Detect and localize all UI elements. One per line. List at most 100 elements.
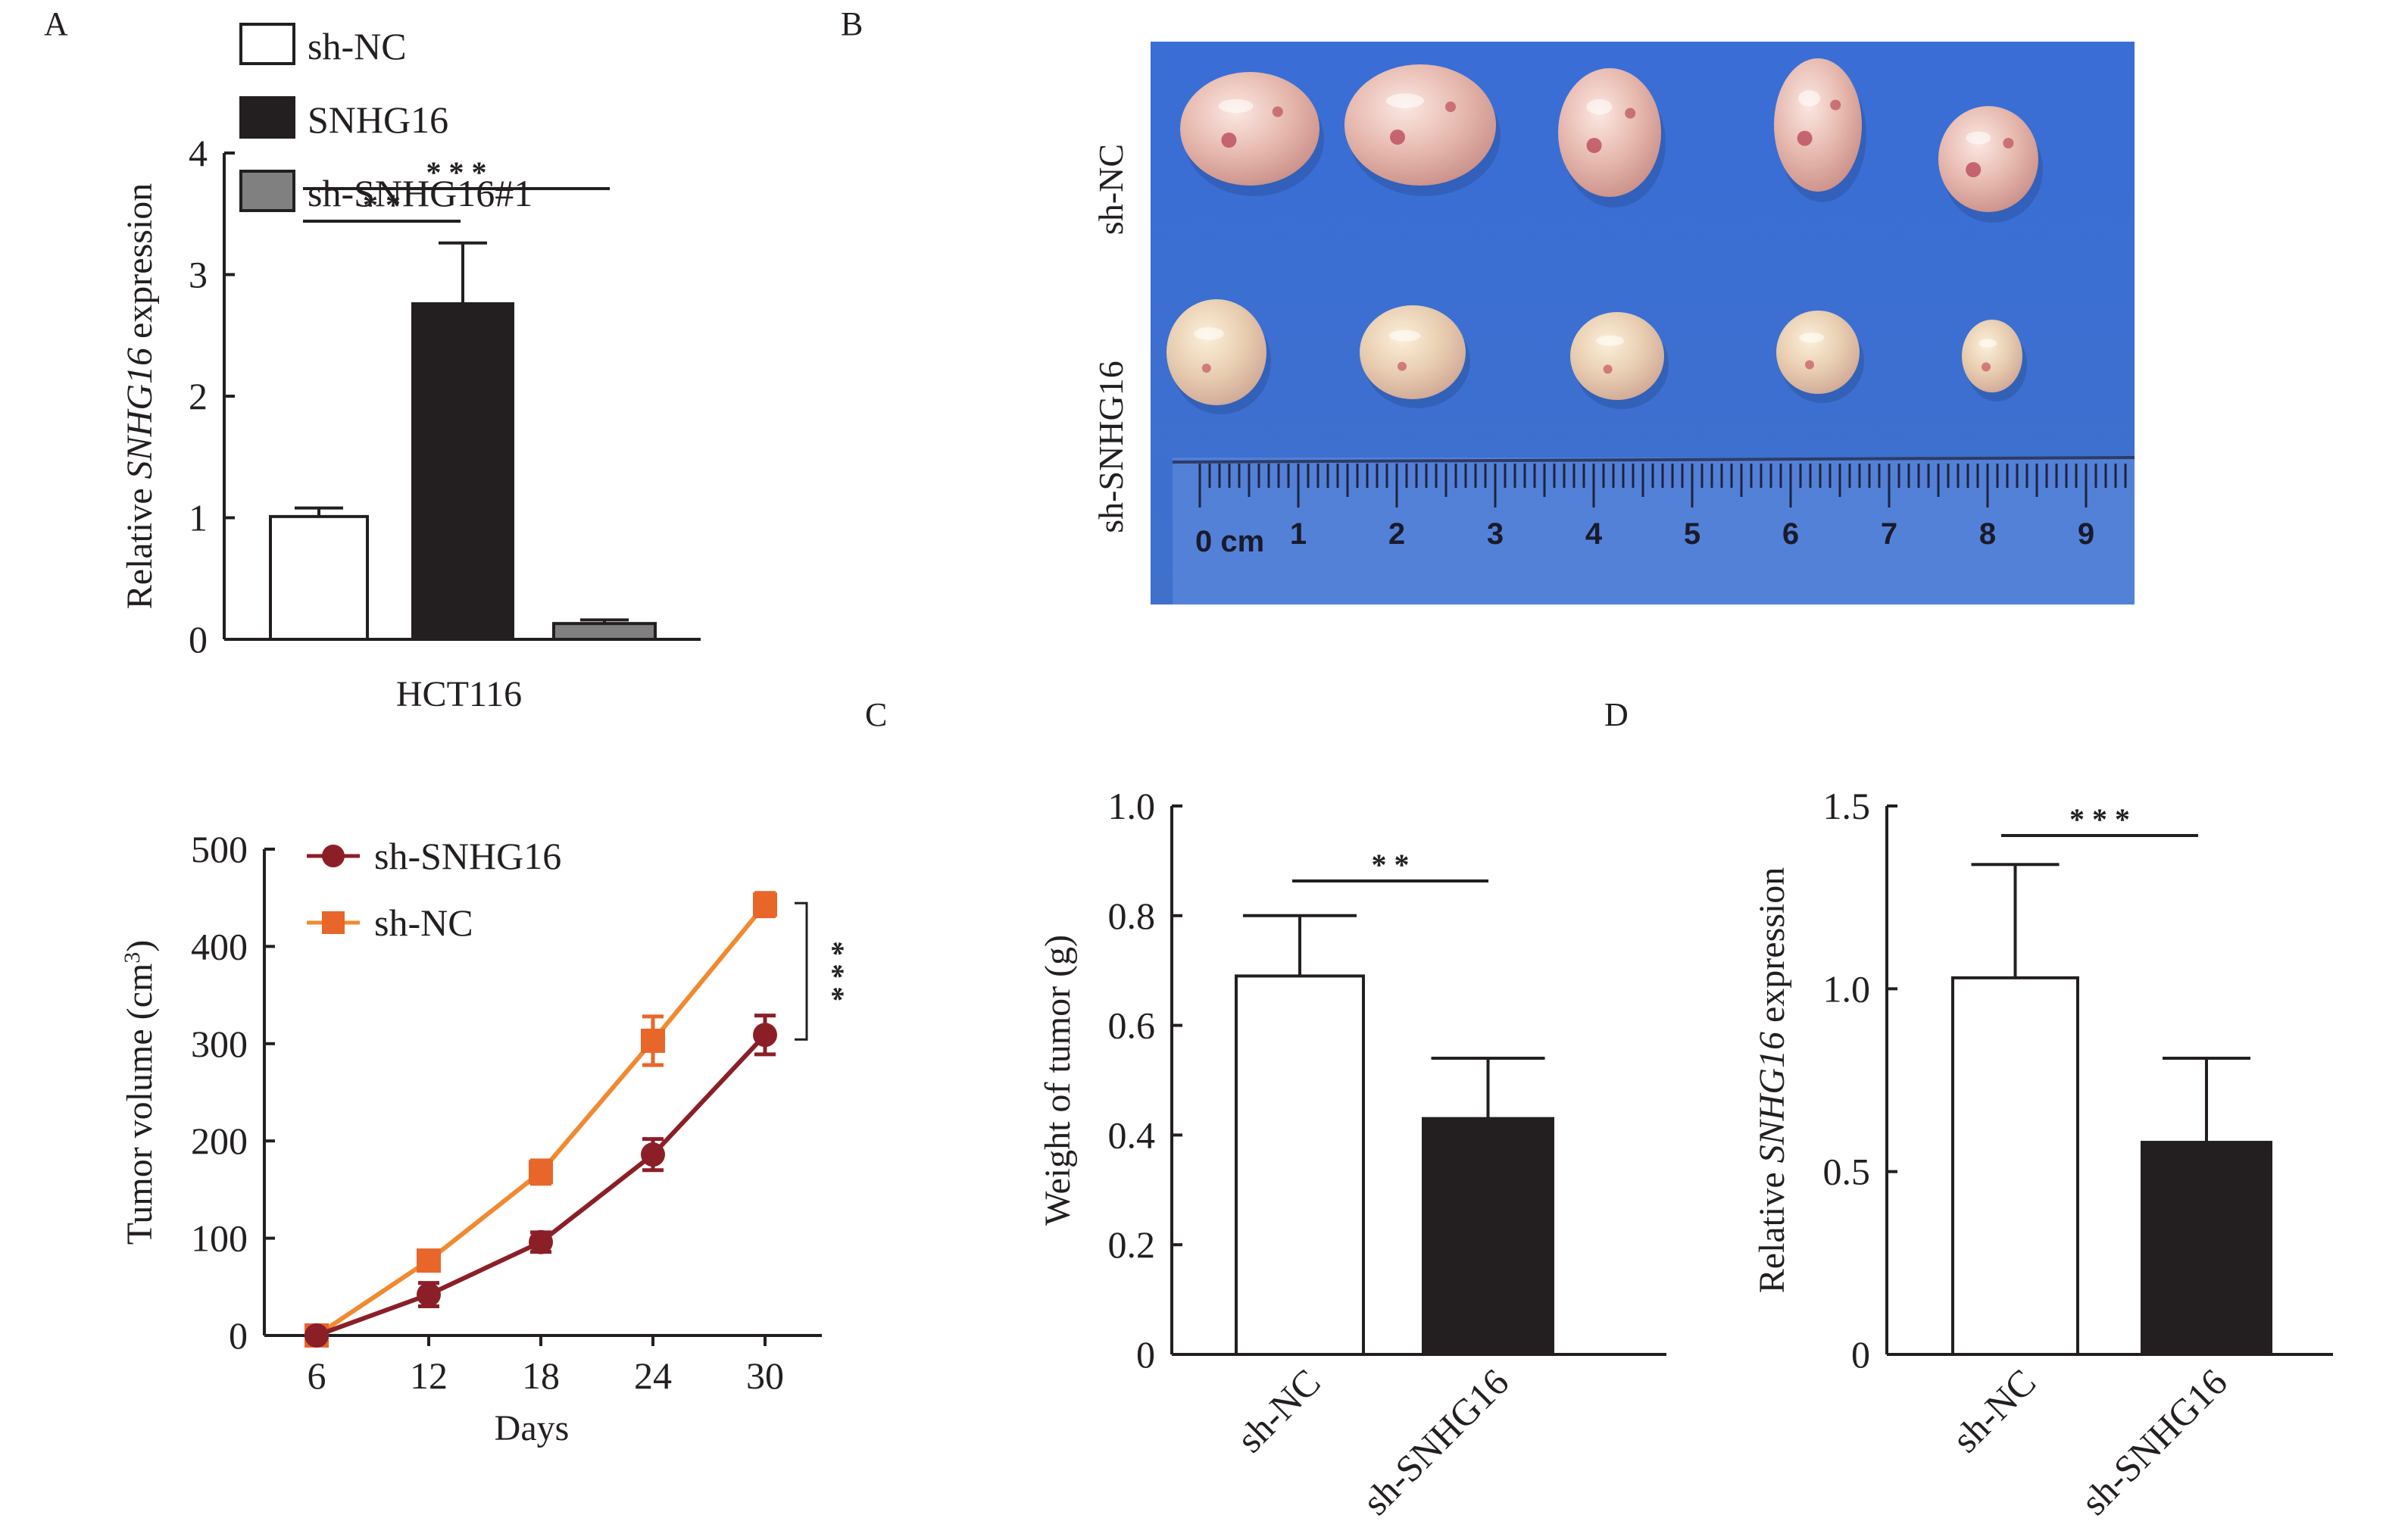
tumor-blood-spot — [1625, 108, 1636, 119]
y-tick-label: 0 — [229, 1314, 248, 1357]
y-axis-title: Tumor volume (cm3) — [120, 940, 161, 1245]
data-point-sh-nc — [753, 892, 777, 917]
x-tick-label: sh-NC — [1229, 1360, 1329, 1460]
x-tick-label: 12 — [410, 1354, 448, 1397]
data-point-sh-nc — [529, 1160, 553, 1185]
y-tick-label: 1.0 — [1108, 785, 1156, 827]
tumor-blood-spot — [1390, 130, 1405, 145]
x-axis-title: Days — [495, 1408, 570, 1448]
y-tick-label: 300 — [191, 1023, 248, 1065]
tumor-sh-nc-2 — [1344, 64, 1496, 186]
legend-swatch-sh-nc — [239, 23, 295, 65]
tumor-highlight — [1799, 333, 1825, 343]
legend-label: sh-NC — [374, 901, 473, 944]
y-tick-label: 0.6 — [1108, 1004, 1156, 1047]
data-point-sh-snhg16 — [753, 1023, 777, 1048]
tumor-highlight — [1596, 335, 1625, 346]
ruler-number-3: 3 — [1487, 517, 1504, 551]
y-tick-label: 0.4 — [1108, 1114, 1156, 1156]
y-tick-label: 4 — [189, 132, 208, 174]
ruler-unit-label: 0 cm — [1195, 525, 1264, 558]
tumor-sh-snhg16-3 — [1570, 312, 1664, 400]
y-tick-label: 400 — [191, 925, 248, 967]
y-axis-title: Weight of tumor (g) — [1038, 935, 1078, 1226]
bar-sh-nc — [1951, 976, 2079, 1357]
tumor-sh-snhg16-2 — [1360, 305, 1466, 399]
panel-letter-b: B — [841, 5, 863, 42]
tumor-blood-spot — [1830, 99, 1841, 111]
y-tick-label: 0.5 — [1823, 1151, 1871, 1193]
ruler-number-8: 8 — [1979, 517, 1996, 551]
tumor-blood-spot — [1586, 138, 1602, 153]
significance-label: * * — [363, 188, 401, 222]
legend-label: sh-NC — [308, 25, 407, 67]
panel-letter-a: A — [44, 5, 68, 42]
y-tick-label: 200 — [191, 1120, 248, 1162]
y-tick-label: 0.2 — [1108, 1223, 1156, 1266]
data-point-sh-snhg16 — [529, 1229, 553, 1254]
bar-sh-snhg16-1 — [552, 622, 657, 642]
tumor-highlight — [1388, 330, 1421, 342]
tumor-highlight — [1586, 98, 1613, 115]
tumor-sh-nc-3 — [1558, 68, 1661, 197]
tumor-highlight — [1218, 99, 1254, 113]
panel-d-chart: 0 0.5 1.0 1.5 sh-NC sh-SNHG16 * * * Relative SN… — [1752, 785, 2333, 1523]
data-point-sh-nc — [641, 1028, 665, 1053]
series-line-sh-nc — [315, 903, 767, 1338]
bar-snhg16 — [411, 302, 514, 641]
data-point-sh-snhg16 — [641, 1142, 665, 1167]
tumor-highlight — [1978, 339, 1997, 348]
ruler-number-1: 1 — [1290, 517, 1307, 551]
tumor-blood-spot — [1797, 130, 1813, 146]
x-tick-label: sh-NC — [1944, 1360, 2044, 1460]
data-point-sh-snhg16 — [417, 1282, 441, 1307]
y-tick-label: 1.5 — [1823, 785, 1871, 827]
tumor-sh-nc-4 — [1774, 58, 1862, 192]
ruler-number-9: 9 — [2078, 517, 2094, 551]
tumor-sh-nc-5 — [1938, 106, 2038, 212]
panel-letter-c: C — [865, 696, 887, 733]
x-tick-label: 6 — [308, 1354, 326, 1397]
ruler-number-6: 6 — [1782, 517, 1799, 551]
tumor-blood-spot — [1221, 133, 1237, 148]
panel-c-chart: 0 0.2 0.4 0.6 0.8 1.0 sh-NC sh-SNHG16 * * Weight … — [1038, 785, 1666, 1523]
y-tick-label: 1.0 — [1823, 967, 1871, 1010]
legend-label: sh-SNHG16 — [374, 835, 561, 877]
legend-marker-square — [322, 911, 345, 934]
x-tick-label: 18 — [522, 1354, 560, 1397]
y-tick-label: 0 — [189, 618, 208, 661]
x-tick-label: 30 — [746, 1354, 784, 1397]
tumor-blood-spot — [1603, 364, 1613, 374]
ruler-number-7: 7 — [1881, 517, 1897, 551]
significance-label: * * * — [817, 941, 851, 1001]
data-point-sh-snhg16 — [304, 1323, 329, 1348]
photo-row-label-sh-snhg16: sh-SNHG16 — [1092, 361, 1130, 533]
y-tick-label: 0 — [1851, 1333, 1870, 1376]
legend-swatch-snhg16 — [239, 96, 295, 139]
tumor-sh-nc-1 — [1180, 72, 1319, 186]
ruler-edge — [1172, 456, 2135, 464]
bar-sh-snhg16 — [2141, 1141, 2272, 1356]
legend-label: SNHG16 — [308, 98, 448, 141]
tumor-highlight — [1797, 90, 1820, 107]
panel-letter-d: D — [1604, 696, 1629, 733]
data-point-sh-nc — [417, 1248, 441, 1273]
tumor-blood-spot — [1272, 106, 1283, 117]
tumor-blood-spot — [1201, 364, 1211, 373]
tumor-volume-chart: 0 100 200 300 400 500 6 12 18 24 30 Days Tumor volum… — [120, 828, 851, 1448]
tumor-blood-spot — [1445, 102, 1456, 112]
y-tick-label: 3 — [189, 254, 208, 296]
y-axis-title: Relative SNHG16 expression — [120, 183, 160, 610]
x-tick-label: sh-SNHG16 — [2072, 1360, 2235, 1523]
x-tick-label: 24 — [634, 1354, 672, 1397]
legend-swatch-sh-snhg16-1 — [239, 170, 295, 212]
ruler-number-5: 5 — [1684, 517, 1700, 551]
y-tick-label: 100 — [191, 1217, 248, 1260]
tumor-sh-snhg16-1 — [1166, 299, 1266, 405]
tumor-sh-snhg16-5 — [1962, 320, 2022, 392]
ruler-number-4: 4 — [1585, 517, 1603, 551]
tumor-blood-spot — [1398, 361, 1407, 371]
y-tick-label: 1 — [189, 497, 208, 539]
significance-label: * * * — [2069, 802, 2130, 836]
